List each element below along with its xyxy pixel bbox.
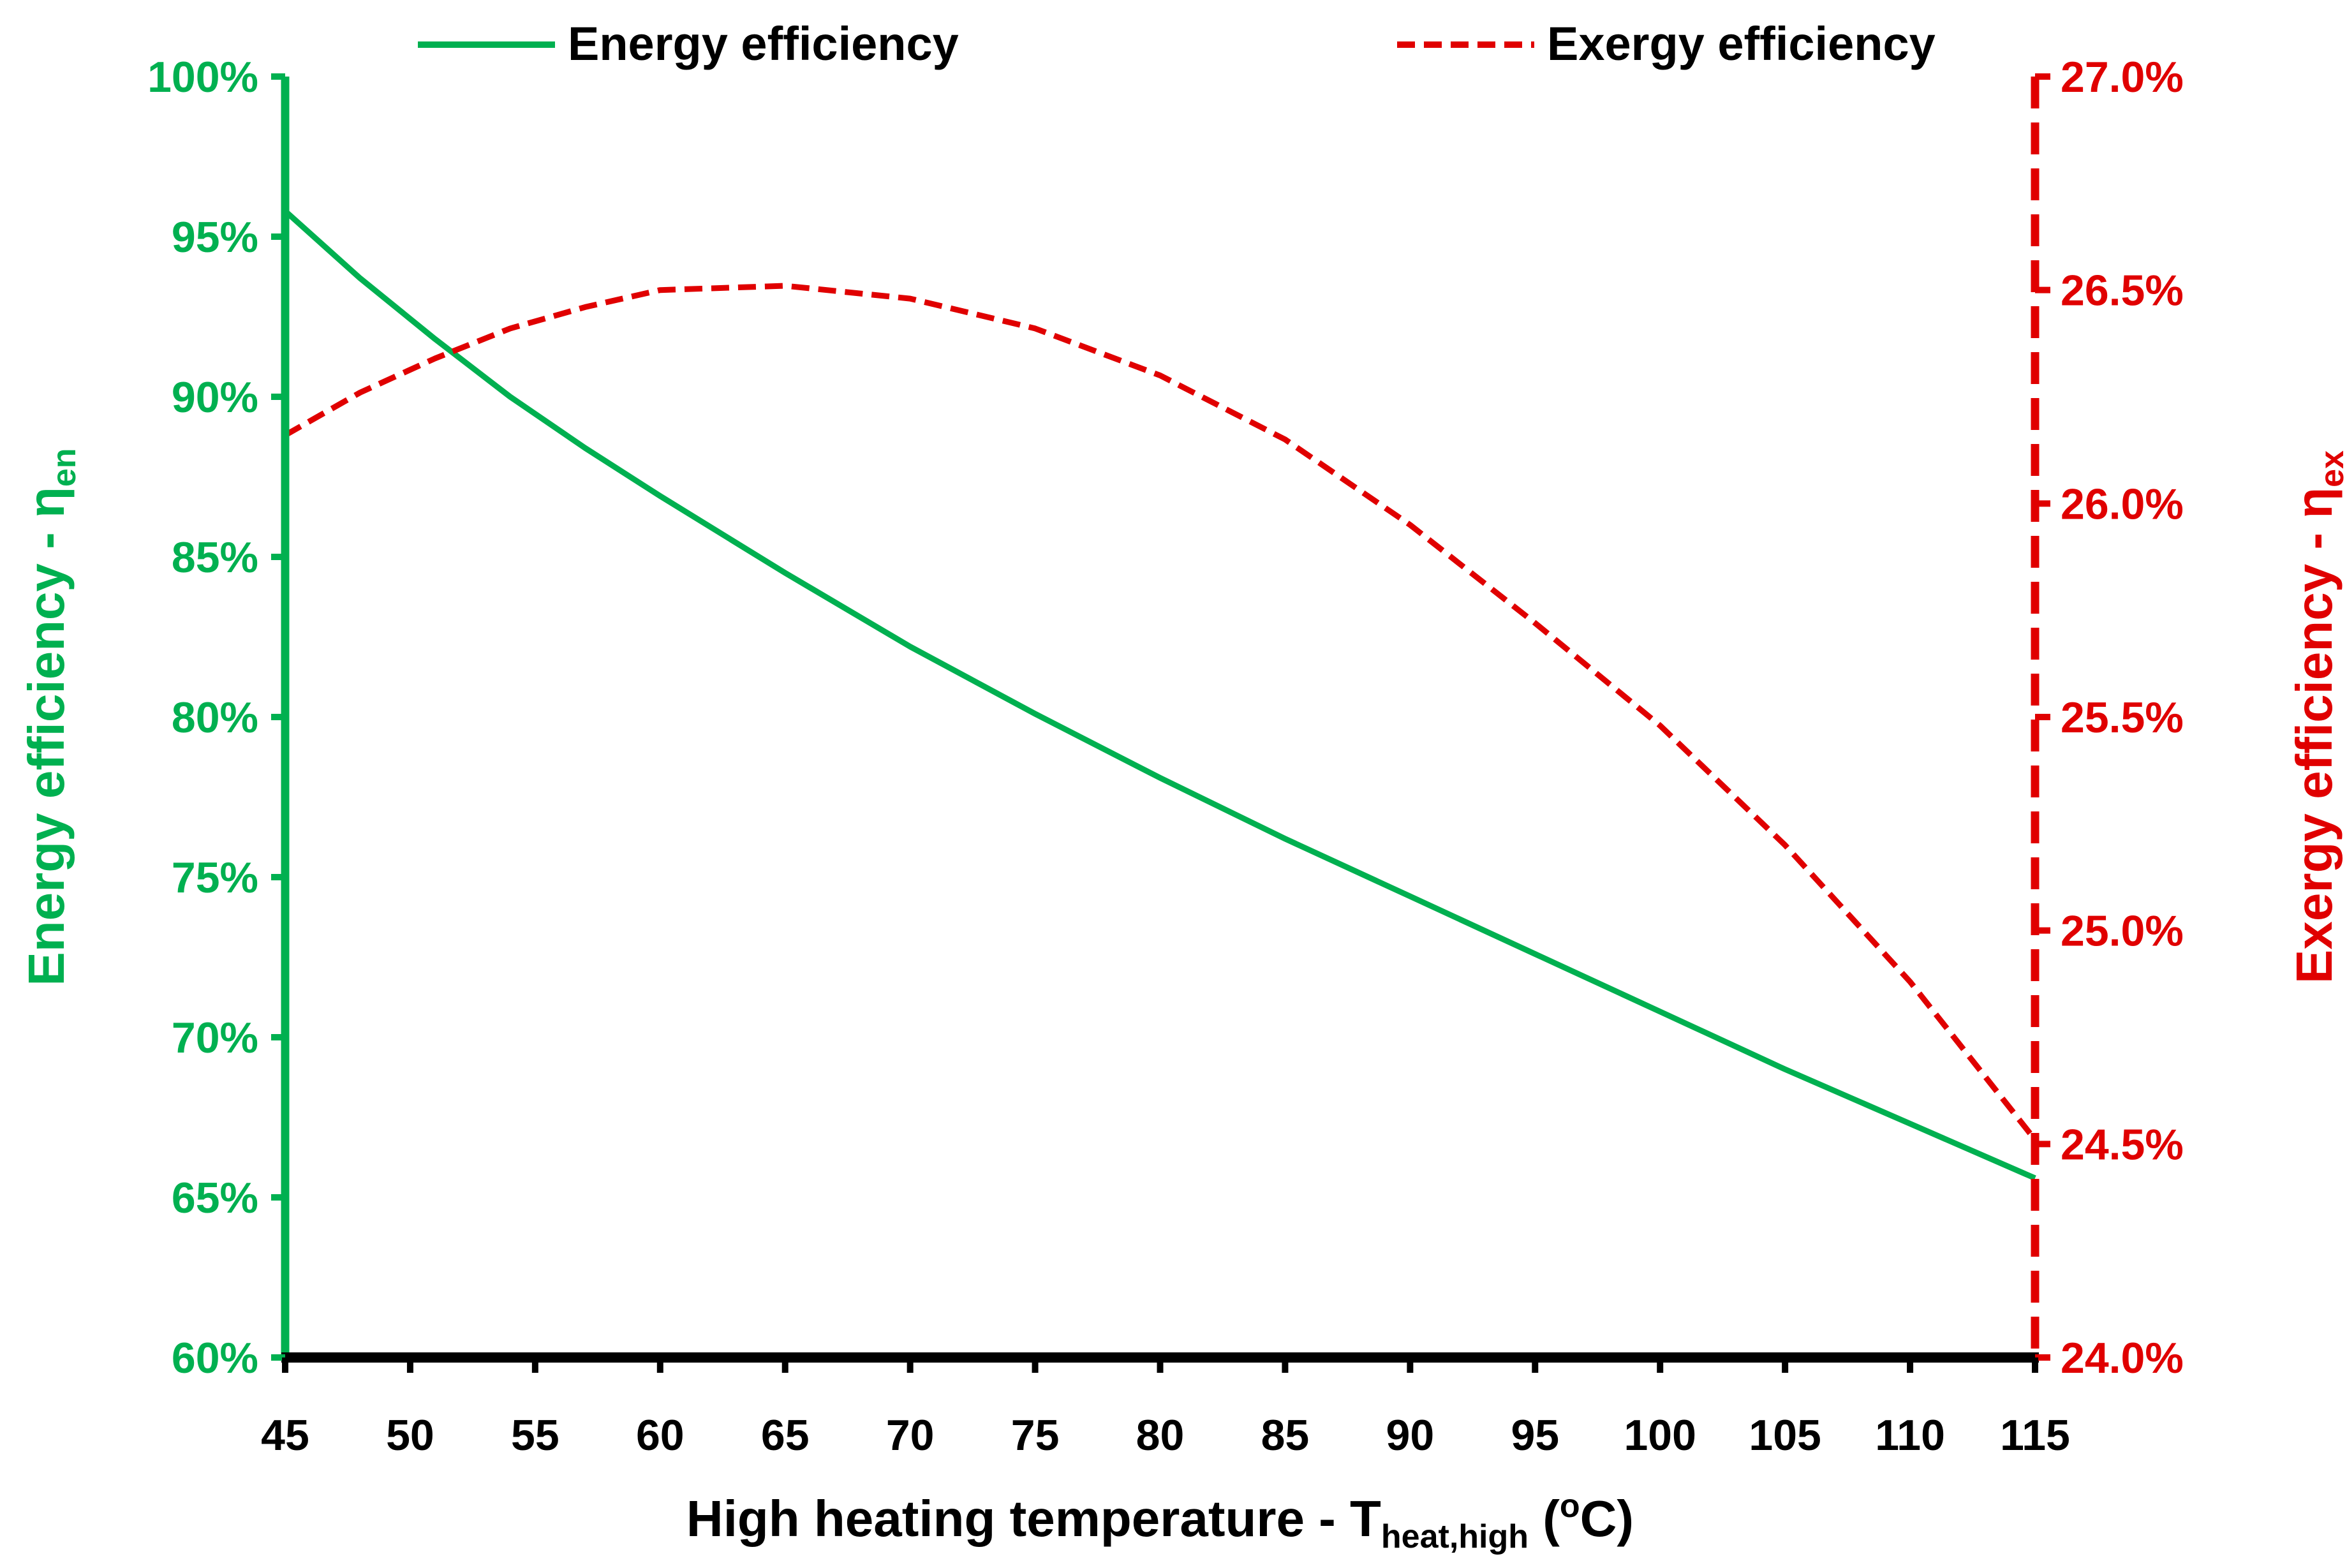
x-tick-label: 105 (1749, 1411, 1821, 1460)
x-tick-label: 90 (1386, 1411, 1435, 1460)
x-tick-label: 100 (1624, 1411, 1696, 1460)
right-tick-label: 24.5% (2061, 1120, 2184, 1169)
x-tick-label: 65 (761, 1411, 810, 1460)
x-tick-label: 85 (1261, 1411, 1310, 1460)
right-tick-label: 24.0% (2061, 1334, 2184, 1382)
right-tick-label: 26.5% (2061, 267, 2184, 315)
x-tick-label: 70 (886, 1411, 935, 1460)
axis-title-layer: High heating temperature - Theat,high (o… (18, 448, 2347, 1555)
left-tick-label: 95% (172, 213, 258, 262)
right-tick-label: 25.5% (2061, 693, 2184, 742)
axes-layer (281, 77, 2040, 1363)
legend-label-energy-efficiency: Energy efficiency (568, 17, 959, 70)
left-tick-label: 90% (172, 373, 258, 422)
series-layer (283, 209, 2038, 1181)
x-tick-label: 115 (2000, 1411, 2070, 1460)
series-line-exergy-efficiency (283, 283, 2038, 1142)
right-tick-label: 25.0% (2061, 907, 2184, 956)
left-axis-title: Energy efficiency - ηen (18, 448, 83, 986)
left-tick-label: 80% (172, 693, 258, 742)
x-tick-label: 60 (636, 1411, 685, 1460)
right-tick-label: 27.0% (2061, 53, 2184, 101)
x-tick-label: 80 (1136, 1411, 1185, 1460)
x-tick-label: 95 (1511, 1411, 1559, 1460)
legend: Energy efficiency Exergy efficiency (418, 17, 1936, 70)
right-tick-label: 26.0% (2061, 480, 2184, 528)
left-tick-label: 100% (147, 53, 258, 101)
left-tick-label: 65% (172, 1174, 258, 1222)
left-tick-label: 85% (172, 533, 258, 582)
x-tick-label: 110 (1875, 1411, 1945, 1460)
x-tick-label: 55 (511, 1411, 559, 1460)
x-tick-label: 50 (386, 1411, 434, 1460)
x-axis-title: High heating temperature - Theat,high (o… (686, 1488, 1634, 1555)
x-tick-label: 45 (261, 1411, 309, 1460)
legend-label-exergy-efficiency: Exergy efficiency (1547, 17, 1936, 70)
right-axis-title: Exergy efficiency - ηex (2286, 450, 2347, 984)
left-tick-label: 75% (172, 854, 258, 902)
series-line-energy-efficiency (283, 209, 2036, 1181)
x-tick-label: 75 (1011, 1411, 1060, 1460)
left-tick-label: 70% (172, 1014, 258, 1062)
tick-layer: 60% 65% 70% 75% 80% 85% 90% 95% 100% 24.0% 24.5% 25… (147, 53, 2184, 1460)
left-tick-label: 60% (172, 1334, 258, 1382)
